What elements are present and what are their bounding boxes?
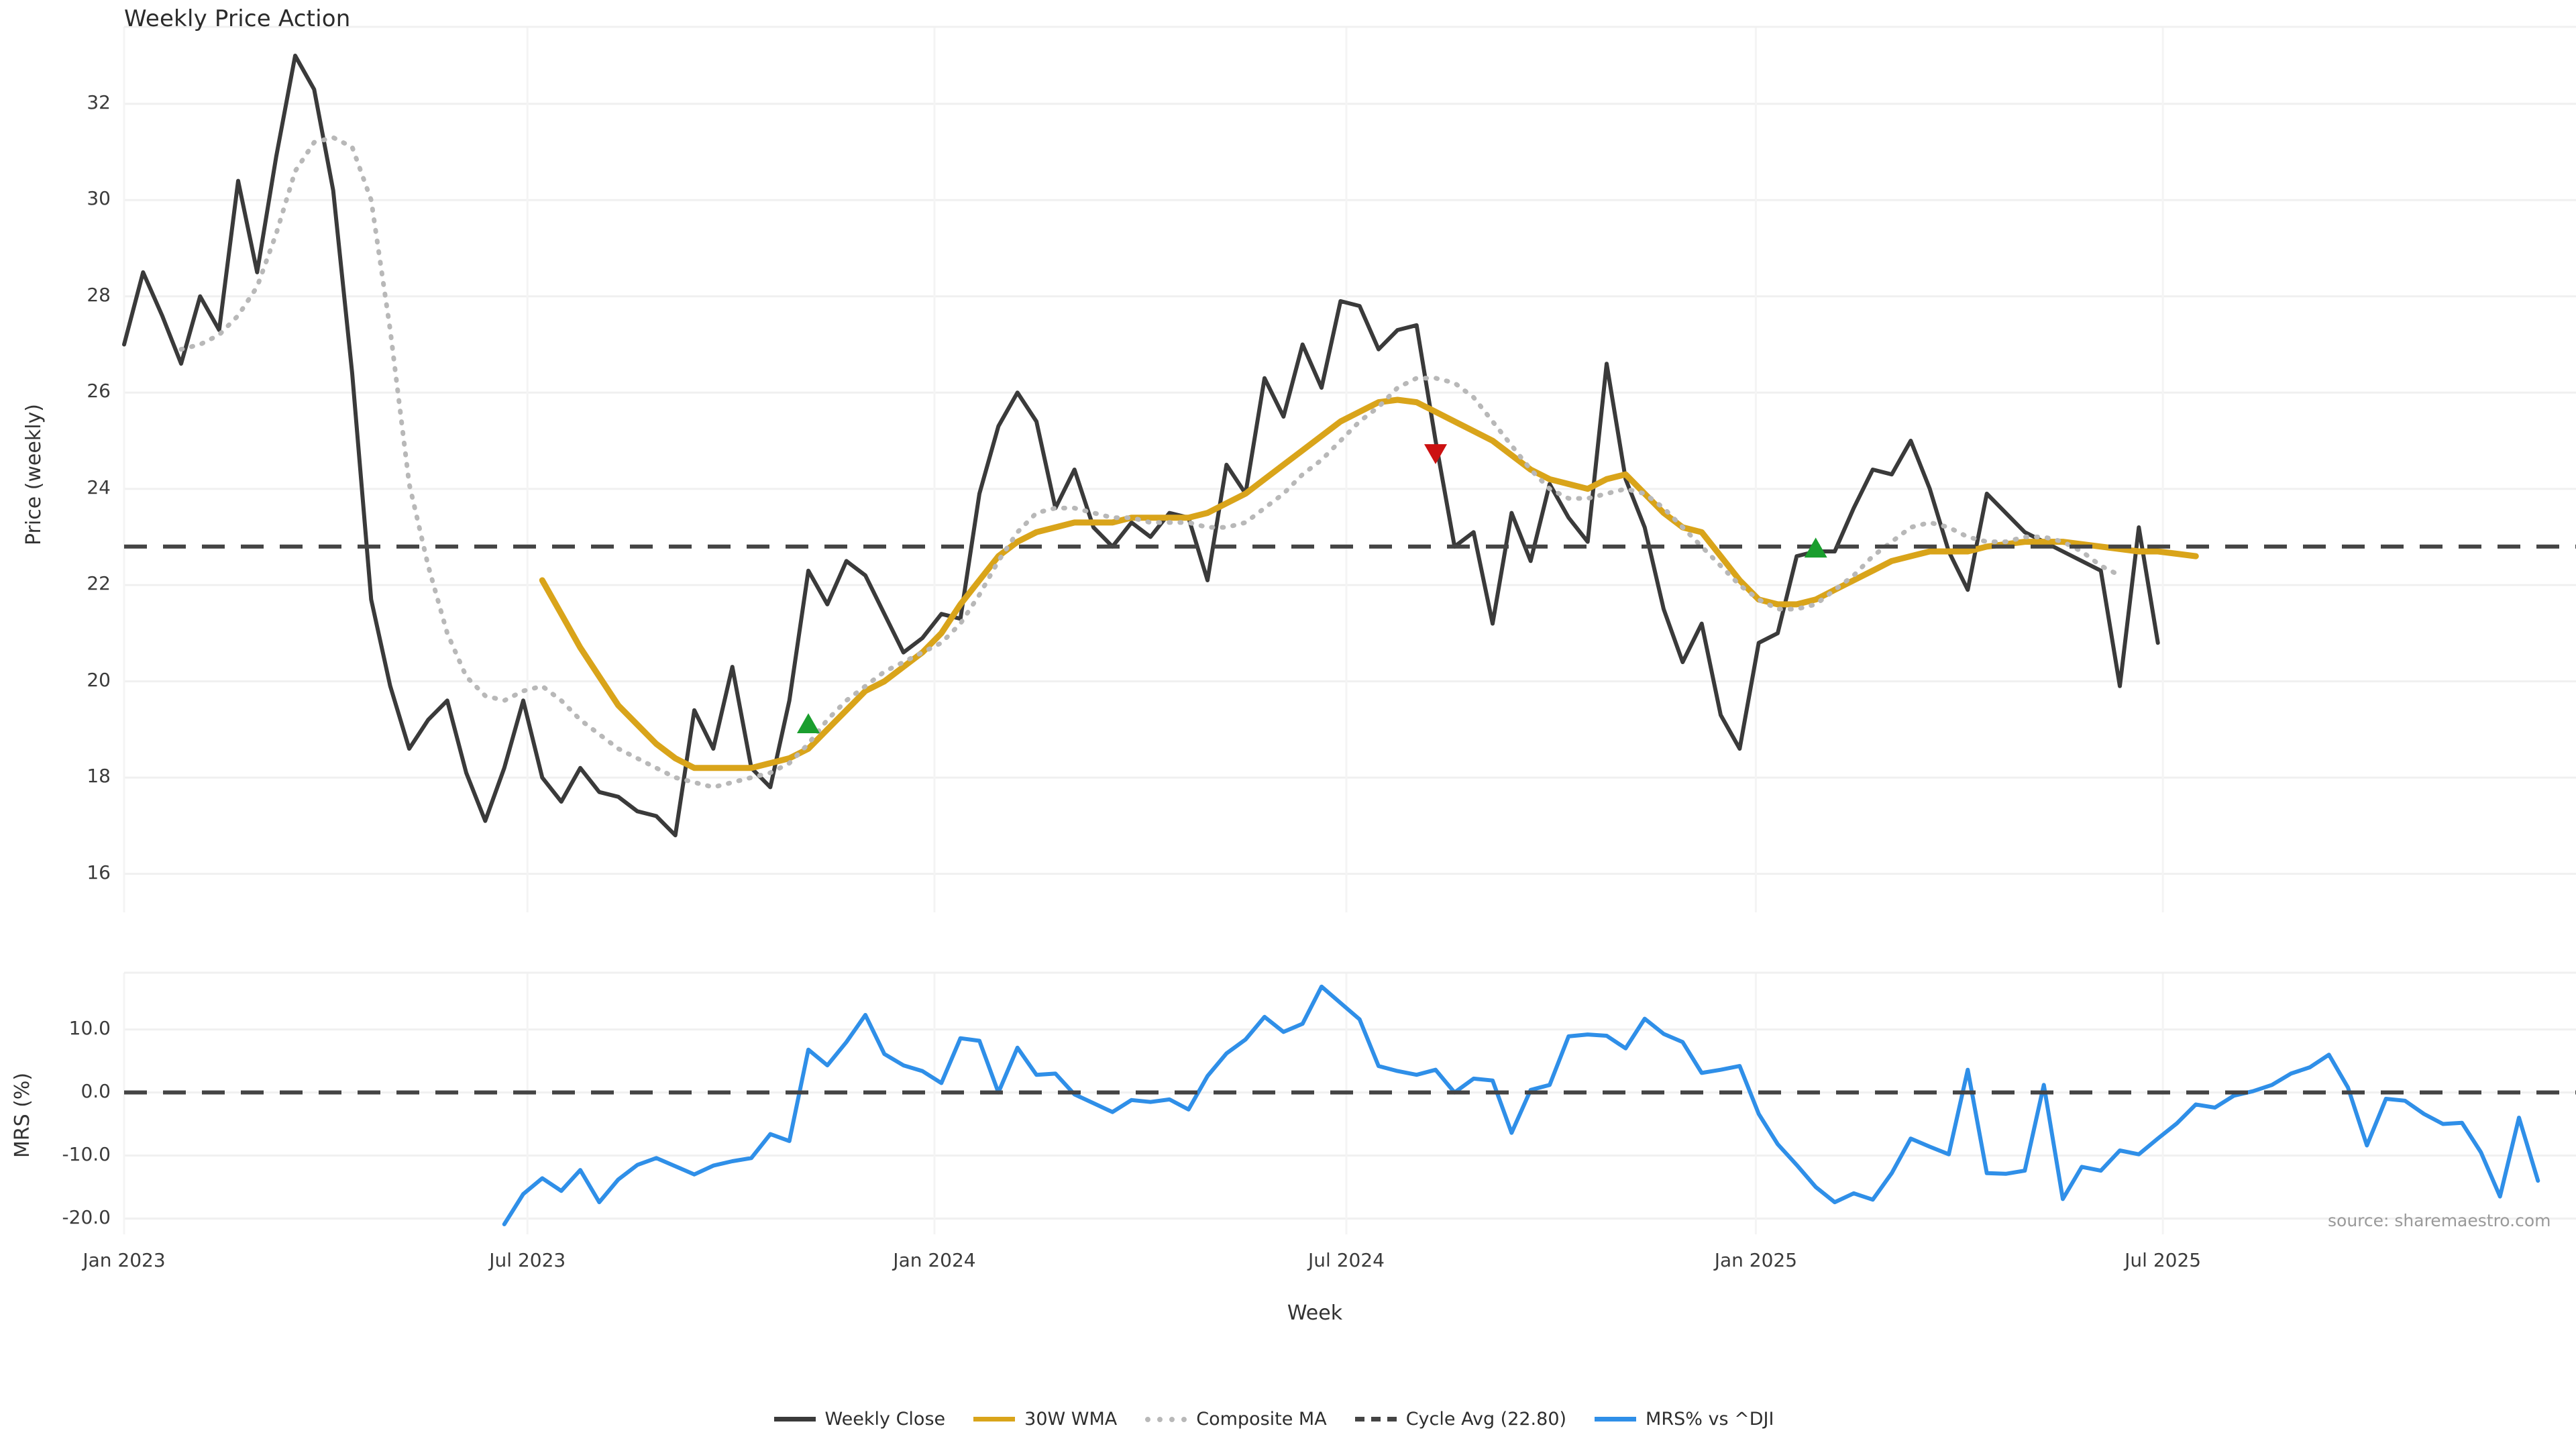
- mrs-axis-label: MRS (%): [11, 1072, 35, 1159]
- y-tick-mrs-panel-2: -10.0: [62, 1142, 111, 1165]
- y-tick-price-panel-7: 30: [87, 187, 111, 210]
- legend-label: Weekly Close: [824, 1409, 946, 1430]
- buy-signal-marker: [1804, 537, 1827, 558]
- x-tick-1: Jul 2023: [489, 1249, 566, 1271]
- buy-signal-marker: [797, 713, 820, 733]
- legend-item-composite-ma[interactable]: Composite MA: [1145, 1409, 1327, 1430]
- y-tick-price-panel-4: 24: [87, 476, 111, 498]
- y-tick-mrs-panel-1: 0.0: [80, 1079, 111, 1102]
- y-tick-price-panel-5: 26: [87, 380, 111, 402]
- legend-swatch-icon: [1145, 1416, 1187, 1422]
- y-tick-price-panel-3: 22: [87, 572, 111, 595]
- y-tick-price-panel-0: 16: [87, 861, 111, 883]
- y-tick-price-panel-2: 20: [87, 668, 111, 691]
- x-tick-0: Jan 2023: [83, 1249, 166, 1271]
- legend-item-cycle-avg-22-80-[interactable]: Cycle Avg (22.80): [1354, 1409, 1567, 1430]
- series-line-weekly-close: [122, 54, 2160, 838]
- price-axis-label: Price (weekly): [22, 403, 46, 546]
- legend-swatch-icon: [1595, 1417, 1637, 1421]
- legend-label: Cycle Avg (22.80): [1405, 1409, 1567, 1430]
- x-axis-label: Week: [1287, 1301, 1343, 1325]
- chart-title: Weekly Price Action: [124, 5, 351, 32]
- series-line-composite-ma: [178, 135, 2123, 790]
- y-tick-price-panel-6: 28: [87, 283, 111, 306]
- legend-item-weekly-close[interactable]: Weekly Close: [773, 1409, 946, 1430]
- legend-swatch-icon: [973, 1417, 1016, 1421]
- y-tick-price-panel-8: 32: [87, 91, 111, 113]
- sell-signal-marker: [1424, 444, 1447, 464]
- series-line-30w-wma: [539, 396, 2199, 771]
- legend-swatch-icon: [773, 1417, 816, 1421]
- chart-legend: Weekly Close 30W WMA Composite MA Cycle Avg…: [0, 1409, 2576, 1430]
- legend-item-mrs-vs-dji[interactable]: MRS% vs ^DJI: [1595, 1409, 1774, 1430]
- legend-label: MRS% vs ^DJI: [1646, 1409, 1774, 1430]
- legend-item-30w-wma[interactable]: 30W WMA: [973, 1409, 1117, 1430]
- y-tick-mrs-panel-0: 10.0: [68, 1016, 111, 1039]
- x-tick-3: Jul 2024: [1308, 1249, 1385, 1271]
- series-line-mrs-vs-dji: [502, 984, 2540, 1226]
- y-tick-mrs-panel-3: -20.0: [62, 1205, 111, 1228]
- y-tick-price-panel-1: 18: [87, 765, 111, 788]
- x-tick-2: Jan 2024: [893, 1249, 976, 1271]
- x-tick-5: Jul 2025: [2125, 1249, 2202, 1271]
- legend-label: 30W WMA: [1024, 1409, 1118, 1430]
- source-note: source: sharemaestro.com: [2328, 1211, 2551, 1230]
- legend-label: Composite MA: [1196, 1409, 1327, 1430]
- x-tick-4: Jan 2025: [1714, 1249, 1798, 1271]
- legend-swatch-icon: [1354, 1417, 1397, 1421]
